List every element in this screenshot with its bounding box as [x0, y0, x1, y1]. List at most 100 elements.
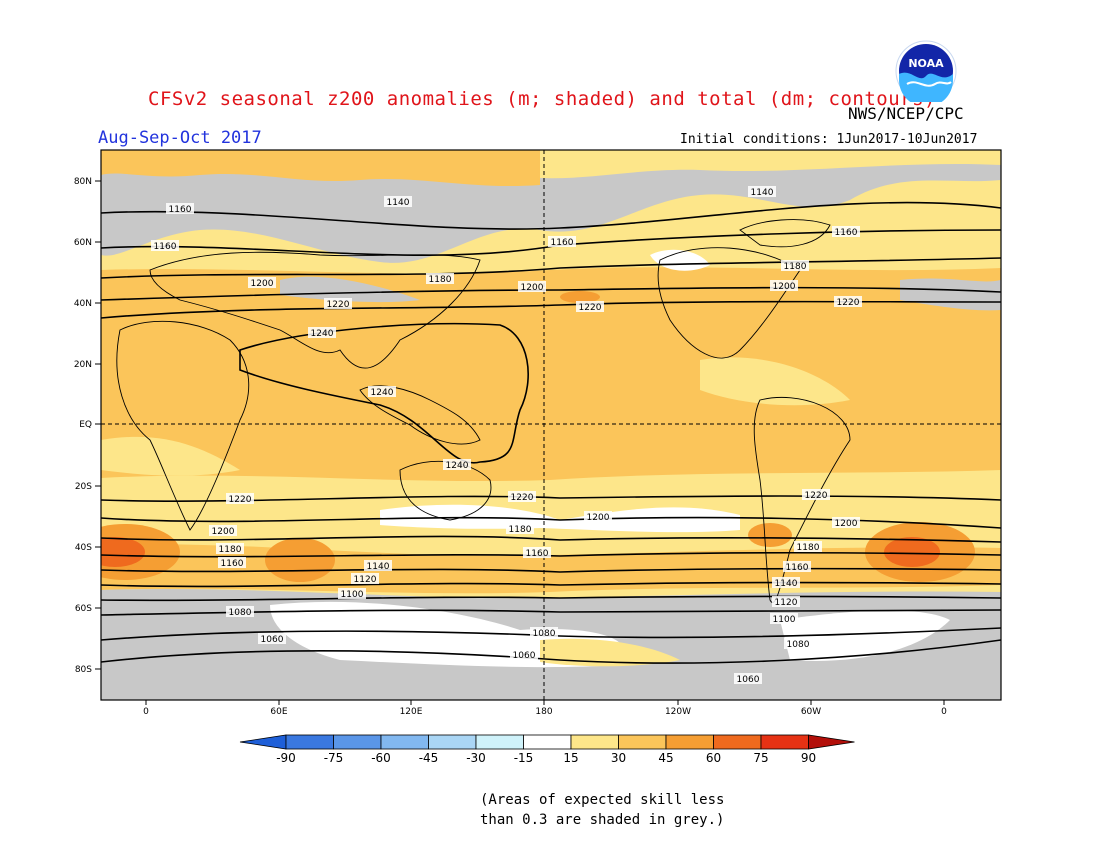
contour-label: 1100 [341, 590, 364, 600]
contour-label: 1220 [327, 300, 350, 310]
colorbar-arrow-left [239, 734, 287, 750]
lat-tick-label: 40N [74, 299, 92, 309]
colorbar-tick-label: 60 [706, 751, 721, 765]
colorbar-swatch [333, 734, 382, 750]
contour-label: 1220 [579, 303, 602, 313]
contour-label-bg [151, 240, 179, 251]
contour-label-bg [548, 236, 576, 247]
contour-label: 1080 [533, 629, 556, 639]
contour-label: 1120 [354, 575, 377, 585]
colorbar-swatch [713, 734, 762, 750]
colorbar-tick-label: 15 [563, 751, 578, 765]
contour-label-bg [443, 459, 471, 470]
contour-label: 1180 [509, 525, 532, 535]
contour-label: 1140 [751, 188, 774, 198]
contour-label-bg [351, 573, 379, 584]
anomaly-region [700, 357, 850, 406]
anomaly-max [560, 291, 600, 303]
colorbar-arrow-right [808, 734, 855, 750]
near-zero-region [380, 504, 740, 533]
color-legend: -90 -75 -60 -45 -30 -15 15 30 45 60 75 90 [239, 734, 855, 765]
contour-label-bg [508, 491, 536, 502]
lat-tick-label: 20S [75, 482, 92, 492]
contour-label-bg [506, 523, 534, 534]
contour-label: 1200 [587, 513, 610, 523]
contour-label: 1080 [229, 608, 252, 618]
lon-tick-label: 0 [143, 707, 149, 717]
colorbar-tick-label: -90 [276, 751, 296, 765]
contour-label: 1160 [169, 205, 192, 215]
colorbar-tick-label: -30 [466, 751, 486, 765]
contour-label-bg [734, 673, 762, 684]
contour-label: 1180 [429, 275, 452, 285]
map-frame [100, 149, 1002, 701]
colorbar-tick-label: 45 [658, 751, 673, 765]
colorbar-tick-label: -15 [514, 751, 534, 765]
contour-label: 1220 [805, 491, 828, 501]
height-contours [101, 201, 1001, 664]
contour-label: 1060 [513, 651, 536, 661]
initial-conditions: Initial conditions: 1Jun2017-10Jun2017 [680, 132, 978, 147]
contour-label-bg [832, 226, 860, 237]
contour-label-bg [834, 296, 862, 307]
contour-label-bg [258, 633, 286, 644]
skill-note-line1: (Areas of expected skill less [480, 792, 725, 808]
lat-tick-label: 20N [74, 360, 92, 370]
anomaly-region [101, 267, 1001, 482]
colorbar-swatch [428, 734, 477, 750]
anomaly-region [101, 150, 540, 187]
contour-label: 1200 [521, 283, 544, 293]
contour-label-bg [832, 517, 860, 528]
colorbar-swatch [570, 734, 619, 750]
anomaly-max [101, 537, 145, 567]
contour-label: 1100 [773, 615, 796, 625]
lat-tick-label: 60N [74, 238, 92, 248]
latitude-axis: 80N 60N 40N 20N EQ 20S 40S 60S 80S [74, 177, 101, 675]
contour-label: 1220 [511, 493, 534, 503]
contour-label-bg [218, 557, 246, 568]
contour-label: 1180 [219, 545, 242, 555]
contour-label: 1200 [212, 527, 235, 537]
contour-label-bg [364, 560, 392, 571]
colorbar-tick-label: -75 [324, 751, 344, 765]
chart-title: CFSv2 seasonal z200 anomalies (m; shaded… [148, 88, 936, 110]
contour-label-bg [770, 280, 798, 291]
contour-label: 1180 [784, 262, 807, 272]
contour-label-bg [226, 493, 254, 504]
contour-label-bg [576, 301, 604, 312]
contour-label-bg [338, 588, 366, 599]
lon-tick-label: 60E [270, 707, 287, 717]
contour-label-bg [166, 203, 194, 214]
lat-tick-label: 80N [74, 177, 92, 187]
contour-label: 1140 [367, 562, 390, 572]
colorbar-tick-label: 75 [753, 751, 768, 765]
contour-label: 1060 [261, 635, 284, 645]
contour-label: 1240 [311, 329, 334, 339]
contour-label-bg [748, 186, 776, 197]
contour-label: 1060 [737, 675, 760, 685]
contour-label-bg [523, 547, 551, 558]
contour-label-bg [209, 525, 237, 536]
lat-tick-label: 60S [75, 604, 92, 614]
contour-label: 1200 [251, 279, 274, 289]
anomaly-region [101, 436, 240, 476]
contour-label-bg [783, 561, 811, 572]
contour-label-bg [368, 386, 396, 397]
colorbar-tick-label: -45 [419, 751, 439, 765]
contour-label: 1140 [387, 198, 410, 208]
skill-note-line2: than 0.3 are shaded in grey.) [480, 812, 725, 828]
lon-tick-label: 180 [535, 707, 552, 717]
colorbar-swatch [760, 734, 809, 750]
contour-label: 1120 [775, 598, 798, 608]
anomaly-map: 1140 1160 1160 1140 1160 1160 1180 1200 1180 1200… [74, 149, 1002, 717]
contour-labels: 1140 1160 1160 1140 1160 1160 1180 1200 1180 1200… [151, 186, 862, 685]
lon-tick-label: 0 [941, 707, 947, 717]
anomaly-max [884, 537, 940, 567]
contour-label-bg [518, 281, 546, 292]
anomaly-max [265, 538, 335, 582]
contour-label: 1080 [787, 640, 810, 650]
contour-label: 1200 [835, 519, 858, 529]
lat-tick-label: 40S [75, 543, 92, 553]
lon-tick-label: 60W [801, 707, 821, 717]
low-skill-region [280, 276, 420, 303]
